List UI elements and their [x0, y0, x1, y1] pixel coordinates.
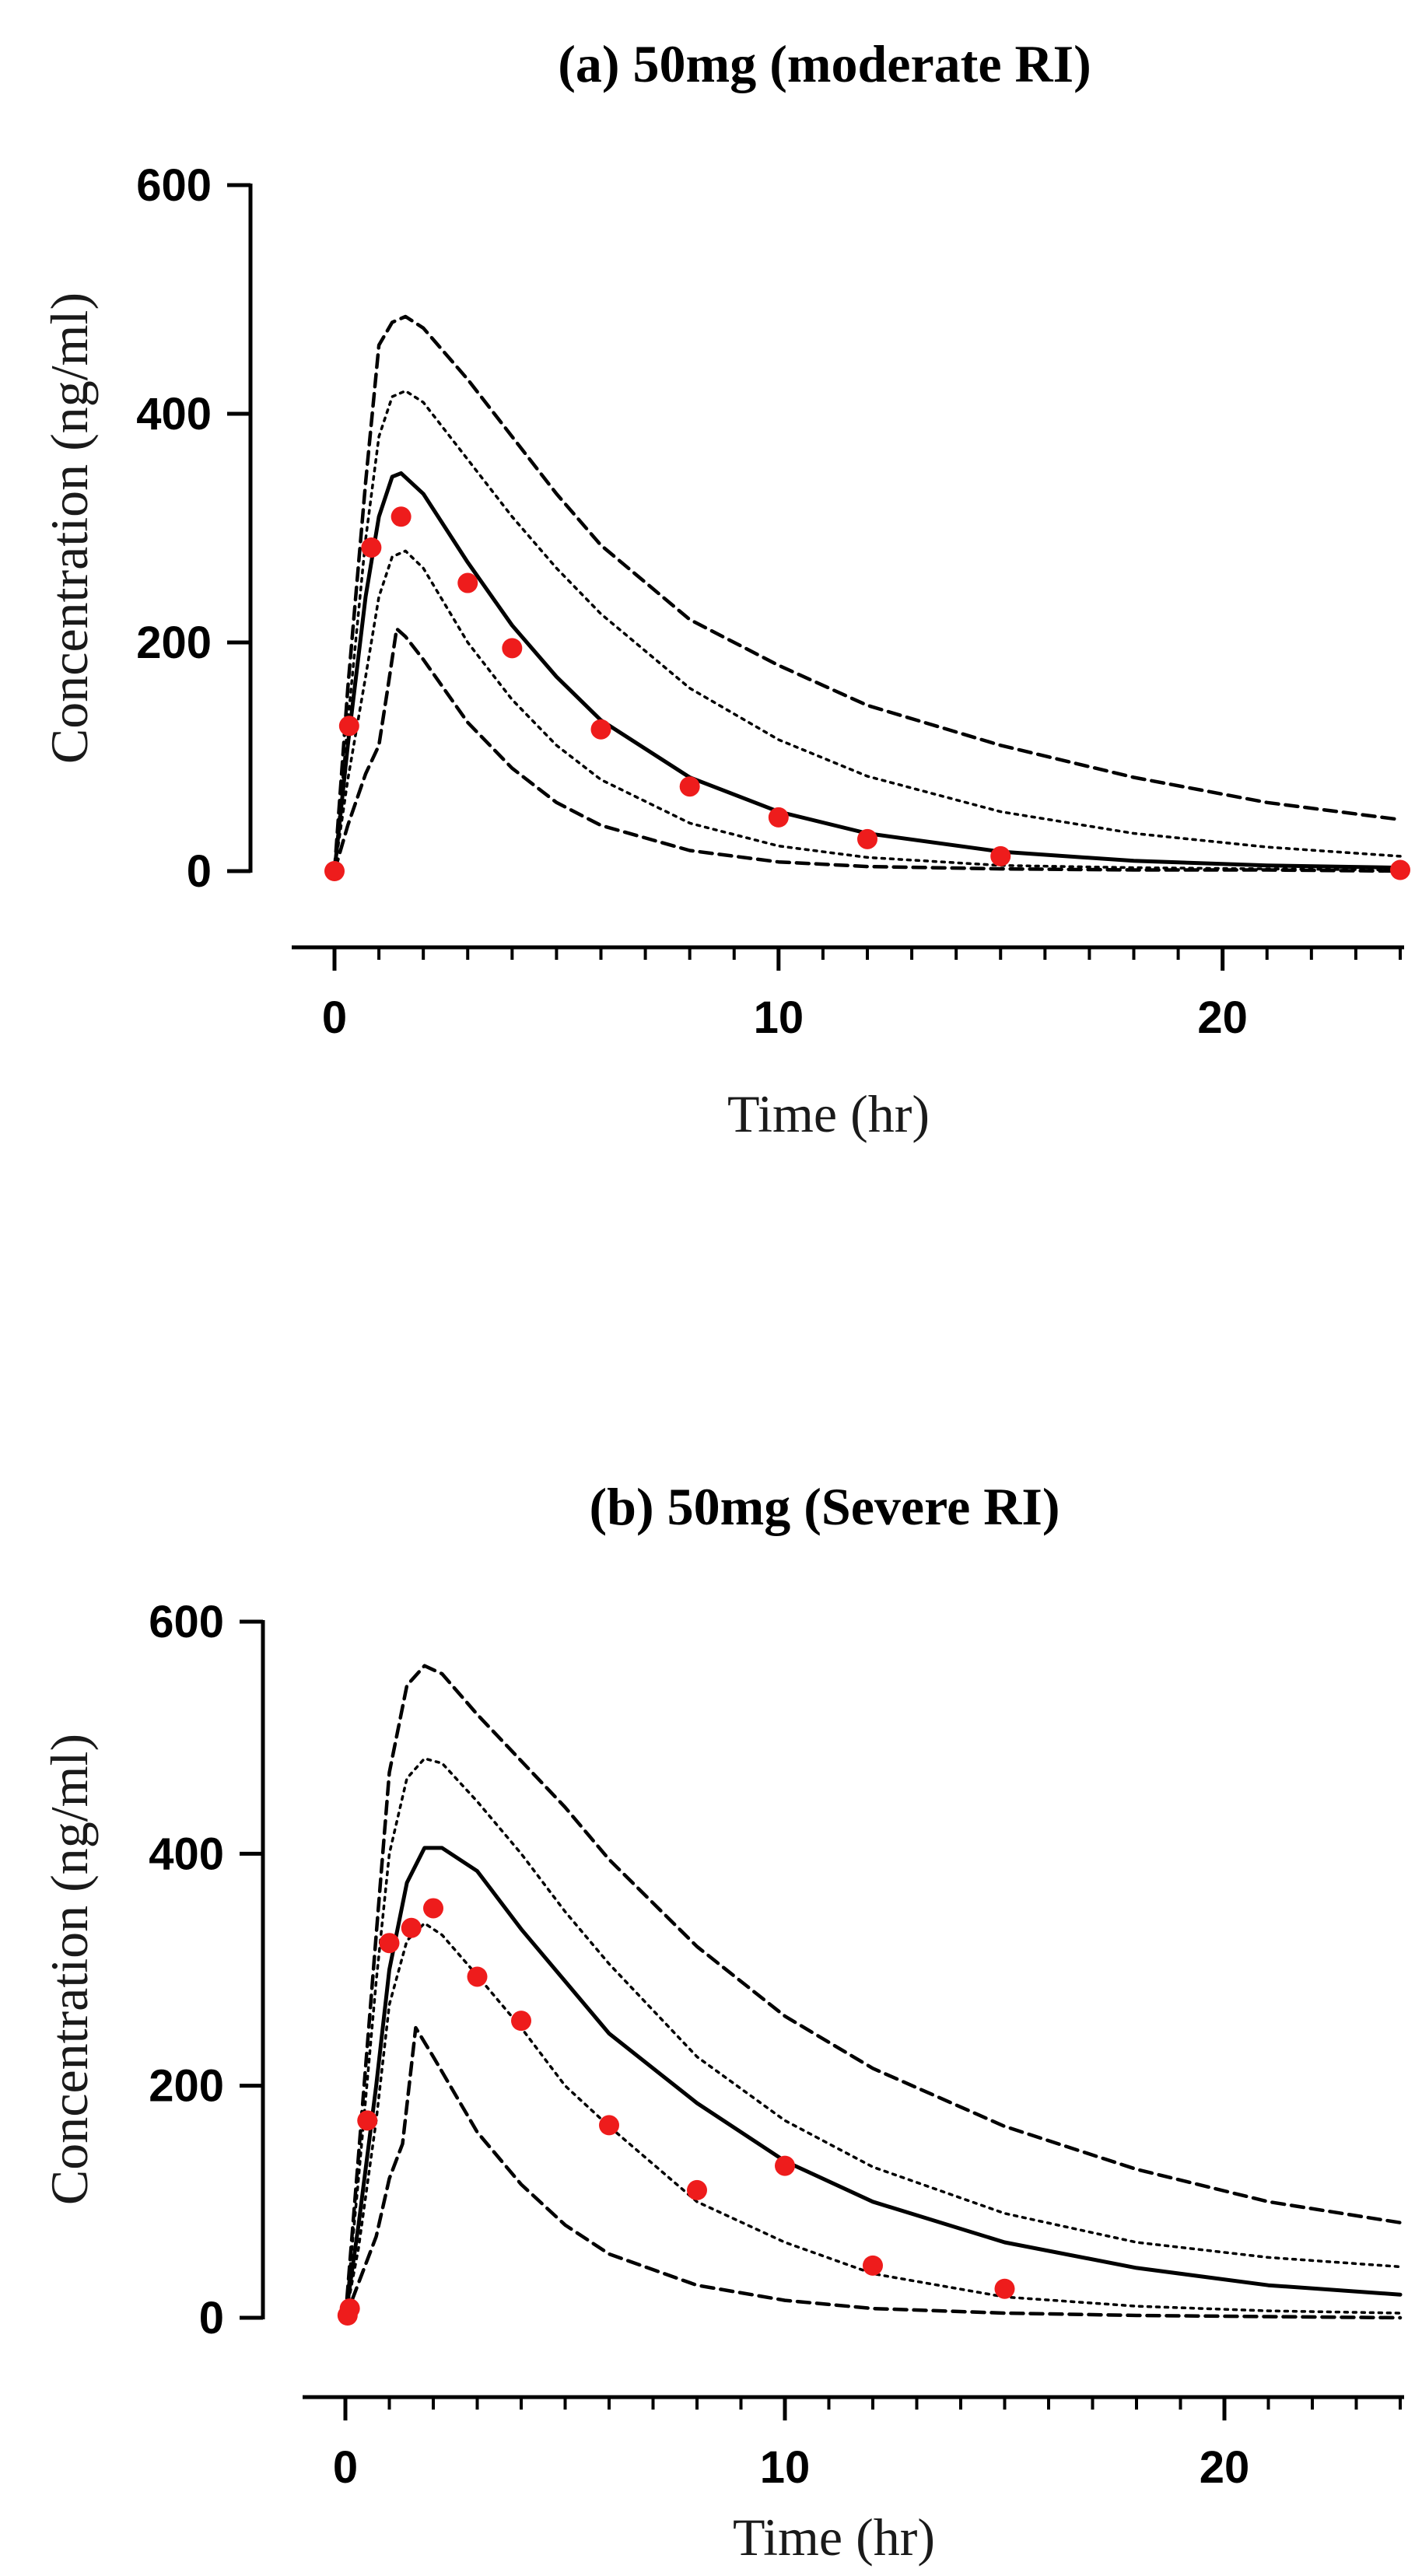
x-tick-label: 20 — [1200, 2442, 1250, 2493]
y-tick-label: 200 — [136, 618, 212, 668]
observed-point — [423, 1898, 443, 1919]
x-tick-label: 10 — [760, 2442, 811, 2493]
observed-point — [338, 716, 359, 737]
observed-point — [599, 2115, 619, 2136]
x-tick-label: 20 — [1197, 992, 1248, 1043]
observed-point — [401, 1917, 422, 1938]
series-line-lower-outer — [332, 627, 1403, 873]
series-line-lower-inner — [333, 549, 1402, 873]
chart-panel-b: (b) 50mg (Severe RI) 0 200 400 600 0 10 20 Time … — [40, 1477, 1404, 2567]
observed-point — [990, 845, 1011, 866]
observed-point — [687, 2179, 707, 2200]
y-tick-label: 0 — [199, 2293, 224, 2343]
series-line-median — [332, 471, 1403, 873]
y-tick-label: 0 — [187, 846, 212, 897]
observed-point — [775, 2155, 795, 2176]
x-tick-label: 10 — [754, 992, 804, 1043]
observed-point — [391, 506, 412, 527]
observed-point — [511, 2011, 531, 2032]
y-tick-label: 600 — [136, 160, 212, 211]
observed-point — [467, 1966, 488, 1987]
series-line-lower-outer — [343, 2025, 1403, 2320]
observed-point — [324, 861, 345, 881]
observed-point — [379, 1933, 400, 1954]
observed-point — [339, 2298, 360, 2319]
series-line-upper-outer — [332, 314, 1403, 873]
x-axis-title: Time (hr) — [733, 2508, 935, 2567]
observed-point — [361, 537, 382, 558]
observed-point — [457, 572, 478, 593]
observed-point — [768, 807, 789, 828]
y-tick-label: 400 — [136, 389, 212, 439]
y-tick-label: 200 — [149, 2061, 224, 2112]
series-line-median — [343, 1846, 1403, 2320]
x-tick-label: 0 — [333, 2442, 358, 2493]
series-line-upper-outer — [343, 1664, 1403, 2320]
x-tick-label: 0 — [322, 992, 347, 1043]
series-line-upper-inner — [344, 1757, 1402, 2319]
y-tick-label: 600 — [149, 1597, 224, 1647]
observed-point — [863, 2255, 883, 2276]
y-axis-title: Concentration (ng/ml) — [40, 292, 99, 764]
chart-panel-a: (a) 50mg (moderate RI) 0 200 400 600 0 10 20 Tim… — [40, 34, 1410, 1143]
series-line-upper-inner — [333, 389, 1402, 873]
observed-point — [857, 828, 877, 849]
y-axis-title: Concentration (ng/ml) — [40, 1734, 99, 2205]
observed-point — [1390, 859, 1410, 880]
observed-point — [357, 2110, 378, 2131]
y-tick-label: 400 — [149, 1829, 224, 1879]
observed-point — [994, 2278, 1015, 2299]
observed-point — [590, 719, 611, 740]
chart-title: (a) 50mg (moderate RI) — [558, 34, 1091, 93]
observed-point — [502, 638, 523, 659]
x-axis-title: Time (hr) — [727, 1084, 930, 1143]
observed-point — [679, 776, 700, 797]
chart-title: (b) 50mg (Severe RI) — [590, 1477, 1060, 1536]
